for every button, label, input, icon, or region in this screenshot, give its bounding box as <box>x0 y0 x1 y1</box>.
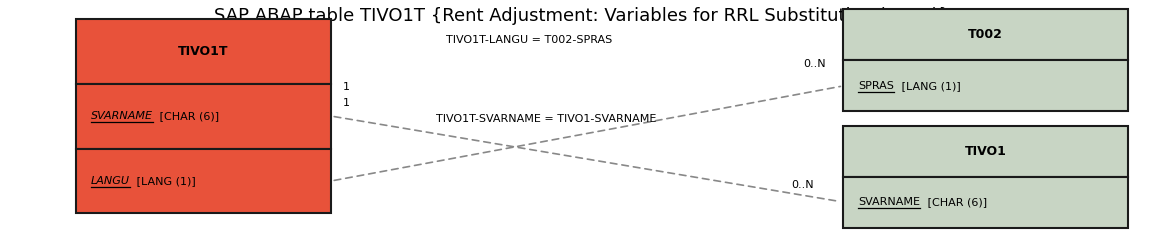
Text: [LANG (1)]: [LANG (1)] <box>898 81 961 91</box>
Text: [CHAR (6)]: [CHAR (6)] <box>923 197 987 207</box>
Text: 0..N: 0..N <box>804 59 826 69</box>
Text: SVARNAME: SVARNAME <box>91 111 152 121</box>
Text: SVARNAME: SVARNAME <box>858 197 920 207</box>
Bar <box>76 19 331 84</box>
Bar <box>843 60 1128 111</box>
Text: [LANG (1)]: [LANG (1)] <box>134 176 195 186</box>
Text: LANGU: LANGU <box>91 176 130 186</box>
Bar <box>76 149 331 213</box>
Text: T002: T002 <box>969 28 1003 41</box>
Text: TIVO1T-LANGU = T002-SPRAS: TIVO1T-LANGU = T002-SPRAS <box>447 35 612 45</box>
Bar <box>76 84 331 149</box>
Text: SPRAS: SPRAS <box>858 81 894 91</box>
Text: 1: 1 <box>343 82 350 91</box>
Text: TIVO1T-SVARNAME = TIVO1-SVARNAME: TIVO1T-SVARNAME = TIVO1-SVARNAME <box>436 114 657 123</box>
Text: 1: 1 <box>343 98 350 108</box>
Bar <box>843 126 1128 177</box>
Text: [CHAR (6)]: [CHAR (6)] <box>156 111 220 121</box>
Text: TIVO1T: TIVO1T <box>178 45 229 58</box>
Bar <box>843 177 1128 228</box>
Text: 0..N: 0..N <box>792 180 814 190</box>
Bar <box>843 9 1128 60</box>
Text: TIVO1: TIVO1 <box>964 145 1007 158</box>
Text: SAP ABAP table TIVO1T {Rent Adjustment: Variables for RRL Substitution (Texts)}: SAP ABAP table TIVO1T {Rent Adjustment: … <box>214 7 949 25</box>
